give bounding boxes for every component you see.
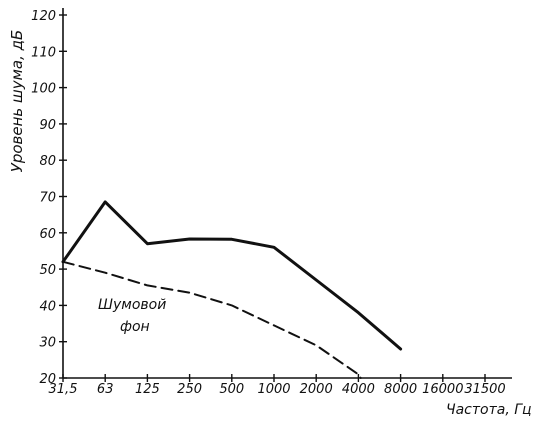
y-tick-label-100: 100 [31,82,56,97]
x-tick-label-2: 125 [135,382,160,397]
x-tick-label-10: 31500 [464,382,505,397]
y-tick-label-50: 50 [39,263,56,278]
x-tick-label-3: 250 [177,382,202,397]
x-tick-label-5: 1000 [257,382,290,397]
y-tick-label-20: 20 [39,372,56,387]
y-tick-label-90: 90 [39,118,56,133]
x-tick-label-9: 16000 [422,382,463,397]
y-tick-label-110: 110 [31,45,56,60]
axes [62,8,512,379]
series-noise-level-line [61,200,403,351]
series [61,200,403,379]
y-tick-label-120: 120 [31,9,56,24]
x-tick-label-8: 8000 [384,382,417,397]
y-tick-label-30: 30 [39,336,56,351]
y-tick-label-60: 60 [39,227,56,242]
x-tick-label-4: 500 [219,382,244,397]
ticks: 20 30 40 50 60 70 80 90 100 110 120 31,5 63 125 250 500… [31,9,506,397]
y-tick-label-80: 80 [39,154,56,169]
y-tick-label-40: 40 [39,299,56,314]
x-tick-label-6: 2000 [300,382,333,397]
x-tick-label-1: 63 [97,382,114,397]
series-noise-floor-line [62,260,362,379]
x-tick-label-0: 31,5 [49,382,78,397]
annotation-noise-floor-line1: Шумовой [98,297,166,313]
annotation-noise-floor-line2: фон [120,319,150,335]
labels: Уровень шума, дБ Частота, Гц Шумовой фон [8,30,532,418]
y-axis-label: Уровень шума, дБ [8,30,26,173]
x-axis-label: Частота, Гц [446,402,532,418]
y-tick-label-70: 70 [39,191,56,206]
x-tick-label-7: 4000 [342,382,375,397]
